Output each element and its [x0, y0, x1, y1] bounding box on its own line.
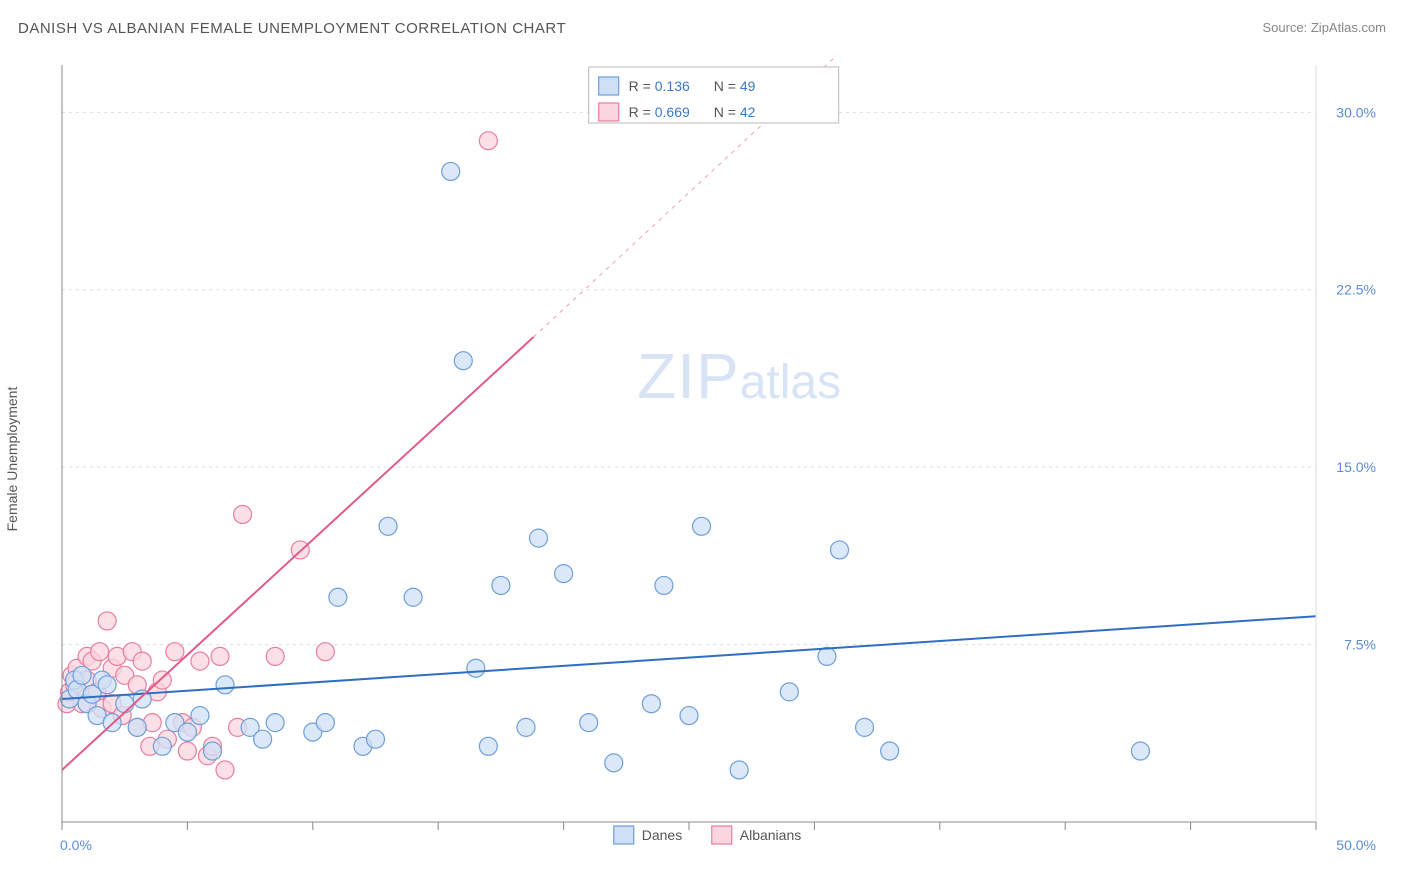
danes-point [605, 754, 623, 772]
albanians-point [133, 652, 151, 670]
plot-wrap: Female Unemployment 7.5%15.0%22.5%30.0%Z… [18, 55, 1386, 862]
y-tick-label: 7.5% [1344, 637, 1376, 653]
albanians-point [191, 652, 209, 670]
danes-point [73, 666, 91, 684]
danes-point [680, 707, 698, 725]
albanians-point [234, 505, 252, 523]
danes-point [1131, 742, 1149, 760]
danes-point [818, 647, 836, 665]
danes-point [329, 588, 347, 606]
danes-point [479, 737, 497, 755]
y-axis-label: Female Unemployment [4, 386, 20, 531]
danes-point [404, 588, 422, 606]
danes-point [216, 676, 234, 694]
danes-point [178, 723, 196, 741]
danes-point [530, 529, 548, 547]
bottom-legend: Danes Albanians [614, 826, 802, 844]
danes-point [780, 683, 798, 701]
danes-trendline [62, 616, 1316, 699]
albanians-point [266, 647, 284, 665]
albanians-point [479, 132, 497, 150]
chart-container: DANISH VS ALBANIAN FEMALE UNEMPLOYMENT C… [0, 0, 1406, 892]
bottom-legend-label: Danes [642, 827, 682, 843]
danes-point [467, 659, 485, 677]
y-tick-label: 15.0% [1336, 459, 1376, 475]
chart-title: DANISH VS ALBANIAN FEMALE UNEMPLOYMENT C… [18, 20, 566, 37]
y-tick-label: 30.0% [1336, 104, 1376, 120]
plot-area: 7.5%15.0%22.5%30.0%ZIPatlas0.0%50.0%R = … [54, 55, 1386, 862]
legend-swatch [599, 77, 619, 95]
albanians-point [166, 643, 184, 661]
x-end-label: 50.0% [1336, 837, 1376, 853]
danes-point [254, 730, 272, 748]
danes-point [881, 742, 899, 760]
danes-point [367, 730, 385, 748]
danes-point [116, 695, 134, 713]
x-start-label: 0.0% [60, 837, 92, 853]
chart-svg: 7.5%15.0%22.5%30.0%ZIPatlas0.0%50.0%R = … [54, 55, 1386, 862]
danes-point [492, 576, 510, 594]
albanians-trendline [62, 337, 534, 770]
danes-point [580, 714, 598, 732]
danes-point [555, 565, 573, 583]
danes-point [191, 707, 209, 725]
danes-point [128, 718, 146, 736]
albanians-point [98, 612, 116, 630]
watermark: ZIPatlas [637, 340, 841, 412]
bottom-legend-swatch [712, 826, 732, 844]
bottom-legend-label: Albanians [740, 827, 802, 843]
albanians-point [91, 643, 109, 661]
danes-point [856, 718, 874, 736]
danes-point [730, 761, 748, 779]
danes-point [153, 737, 171, 755]
albanians-point [316, 643, 334, 661]
danes-point [379, 517, 397, 535]
albanians-point [211, 647, 229, 665]
danes-point [693, 517, 711, 535]
danes-point [642, 695, 660, 713]
albanians-point [153, 671, 171, 689]
danes-point [203, 742, 221, 760]
y-tick-label: 22.5% [1336, 282, 1376, 298]
bottom-legend-swatch [614, 826, 634, 844]
legend-swatch [599, 103, 619, 121]
albanians-point [178, 742, 196, 760]
danes-point [454, 352, 472, 370]
danes-point [517, 718, 535, 736]
danes-point [442, 162, 460, 180]
danes-point [316, 714, 334, 732]
danes-point [266, 714, 284, 732]
albanians-point [216, 761, 234, 779]
source-label: Source: ZipAtlas.com [1262, 20, 1386, 35]
danes-point [655, 576, 673, 594]
danes-point [98, 676, 116, 694]
danes-point [830, 541, 848, 559]
